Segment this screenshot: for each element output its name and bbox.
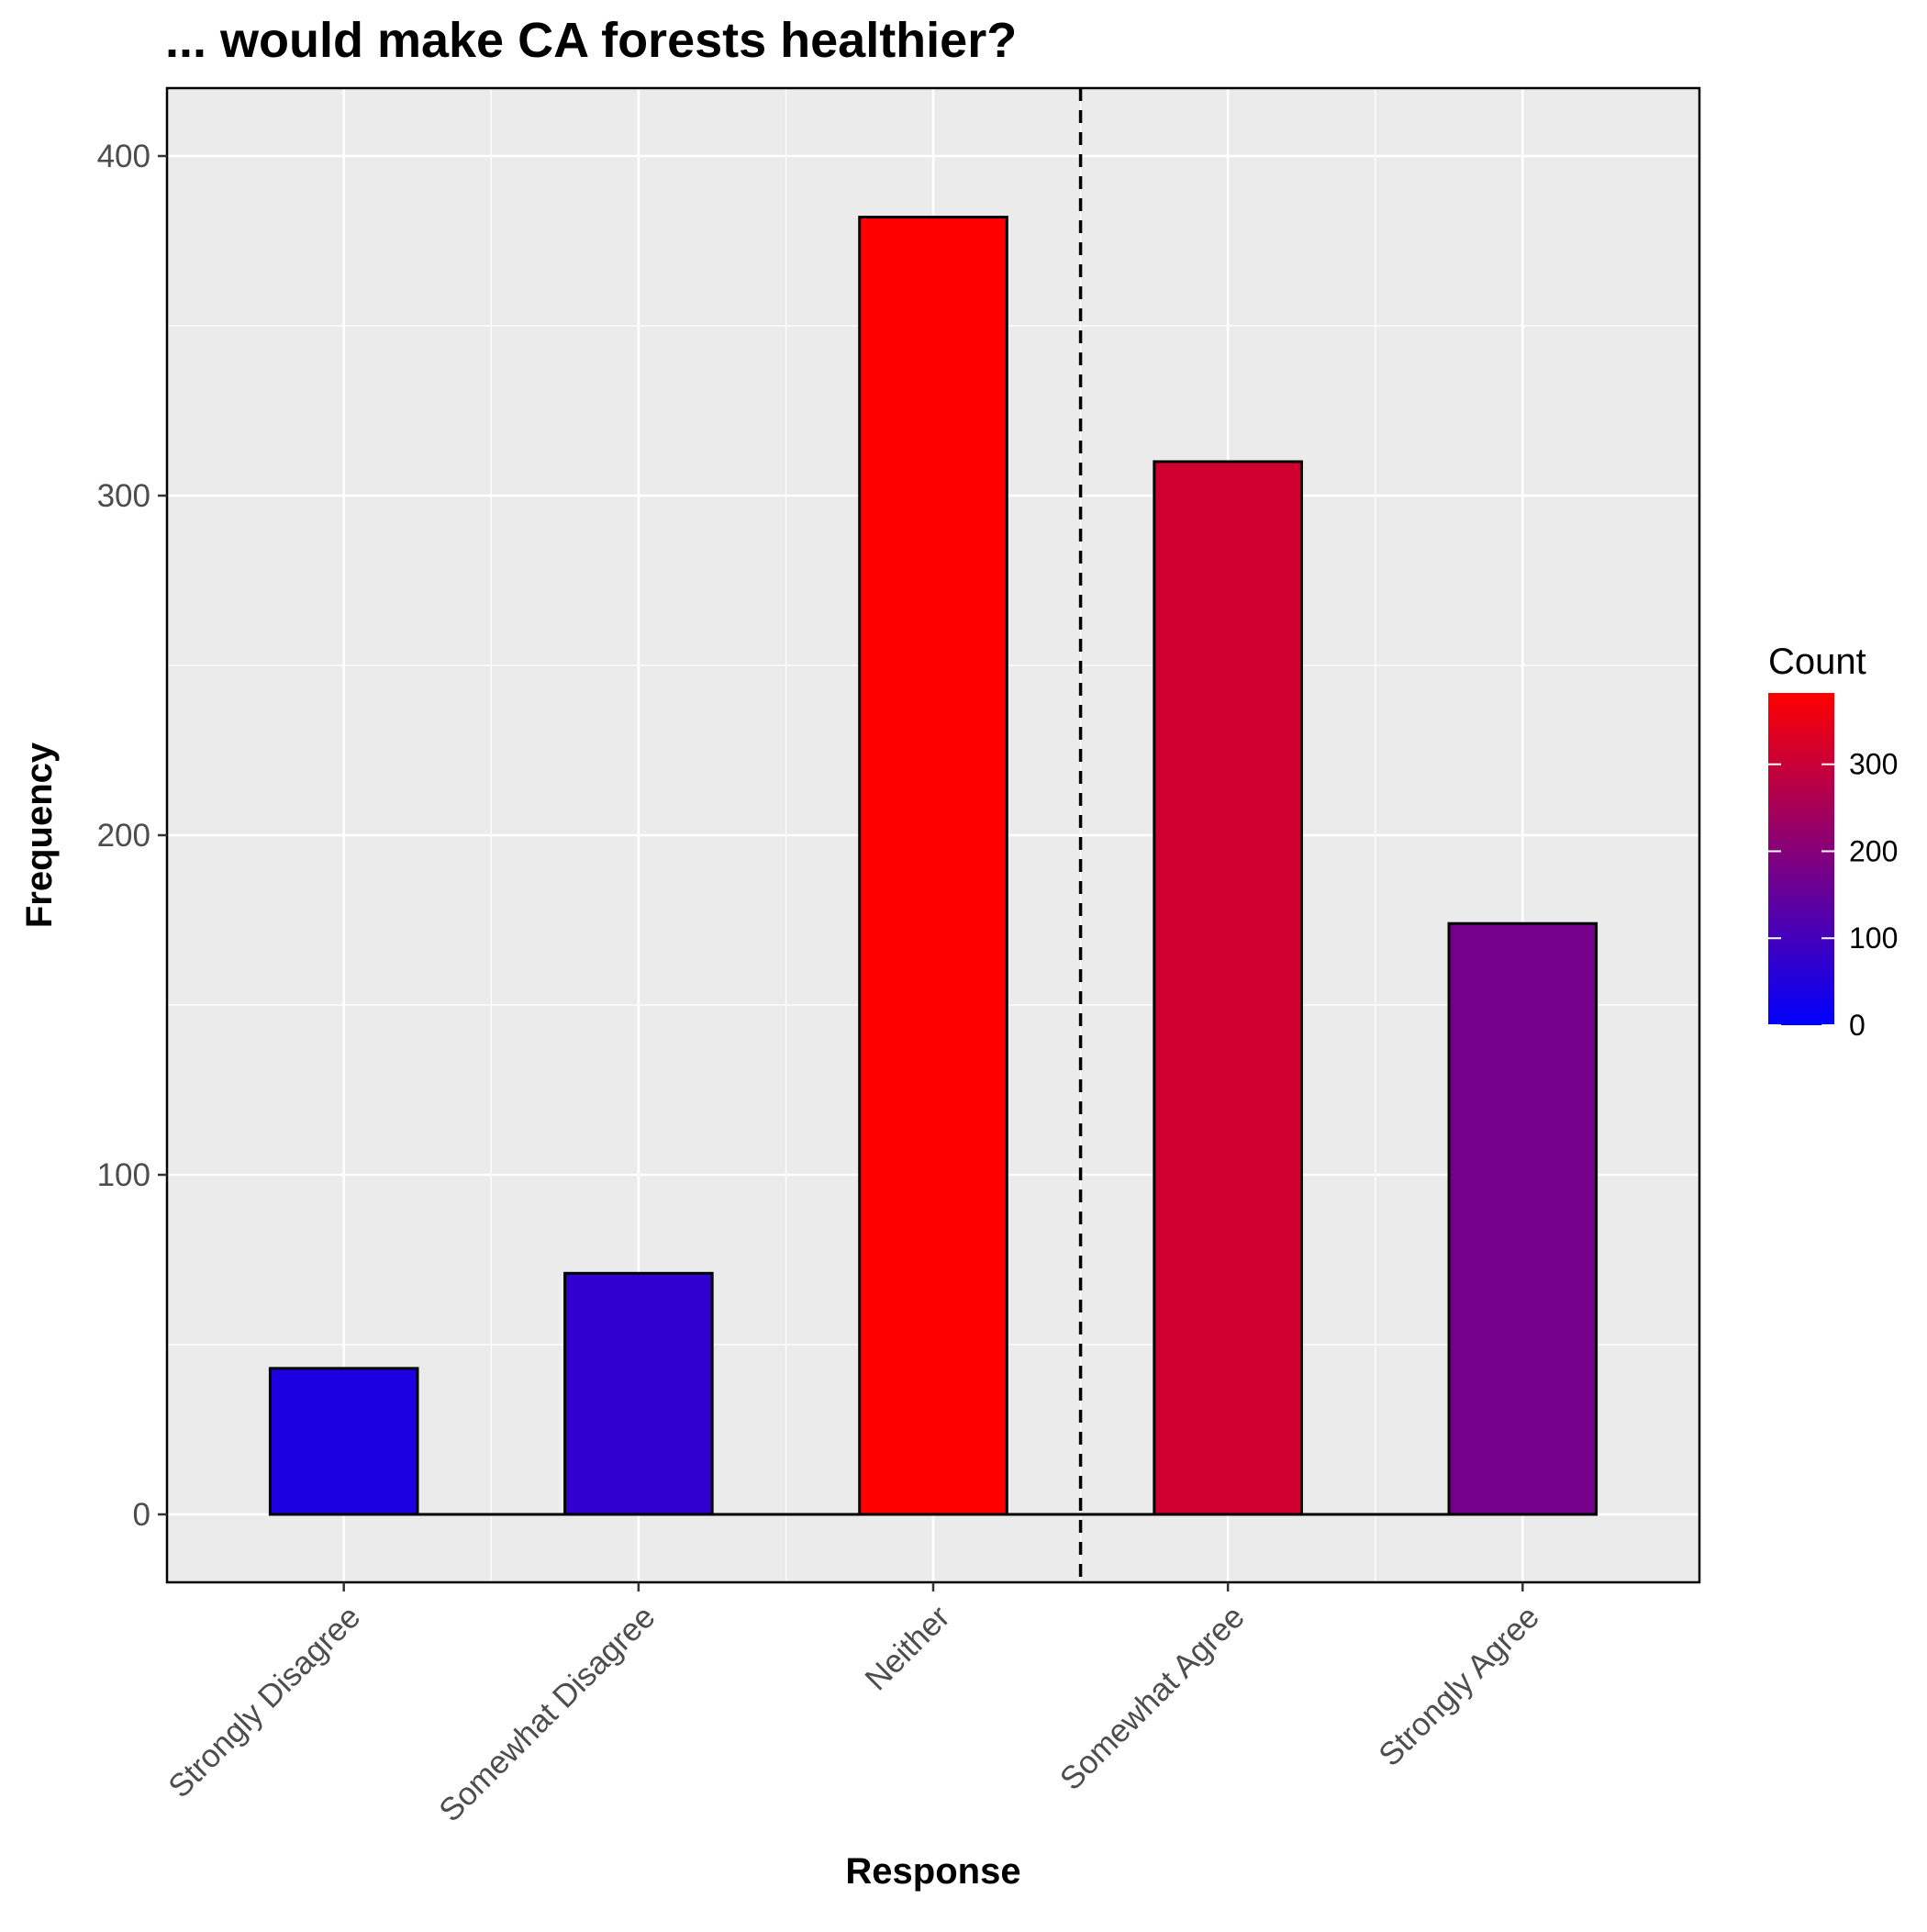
legend-colorbar xyxy=(1768,693,1834,1025)
y-axis: 0 100 200 300 400 xyxy=(97,139,167,1533)
bars xyxy=(268,216,1598,1516)
bar-somewhat-disagree xyxy=(563,1271,714,1516)
legend-tick-label: 300 xyxy=(1849,748,1898,781)
y-tick-label: 0 xyxy=(133,1497,150,1533)
bar-strongly-agree xyxy=(1447,921,1598,1516)
bar-strongly-disagree xyxy=(268,1367,419,1516)
x-tick-label: Somewhat Agree xyxy=(1053,1599,1252,1797)
y-tick-label: 100 xyxy=(97,1157,150,1193)
x-tick-label: Somewhat Disagree xyxy=(432,1599,662,1828)
legend-tick-label: 0 xyxy=(1849,1009,1866,1042)
legend-tick-label: 100 xyxy=(1849,921,1898,955)
legend-tick-label: 200 xyxy=(1849,834,1898,867)
x-tick-label: Strongly Agree xyxy=(1372,1599,1546,1773)
x-tick-label: Strongly Disagree xyxy=(162,1599,367,1804)
y-tick-label: 300 xyxy=(97,478,150,514)
x-tick-label: Neither xyxy=(858,1599,957,1698)
bar-neither xyxy=(858,216,1008,1516)
x-axis-title: Response xyxy=(845,1851,1020,1892)
x-axis: Strongly Disagree Somewhat Disagree Neithe… xyxy=(162,1582,1546,1829)
bar-somewhat-agree xyxy=(1153,460,1303,1516)
legend-title: Count xyxy=(1768,642,1866,682)
y-tick-label: 400 xyxy=(97,139,150,174)
y-axis-title: Frequency xyxy=(19,742,60,928)
legend: Count 0 100 200 300 xyxy=(1768,642,1898,1042)
y-tick-label: 200 xyxy=(97,818,150,854)
chart-title: ... would make CA forests healthier? xyxy=(165,13,1017,68)
